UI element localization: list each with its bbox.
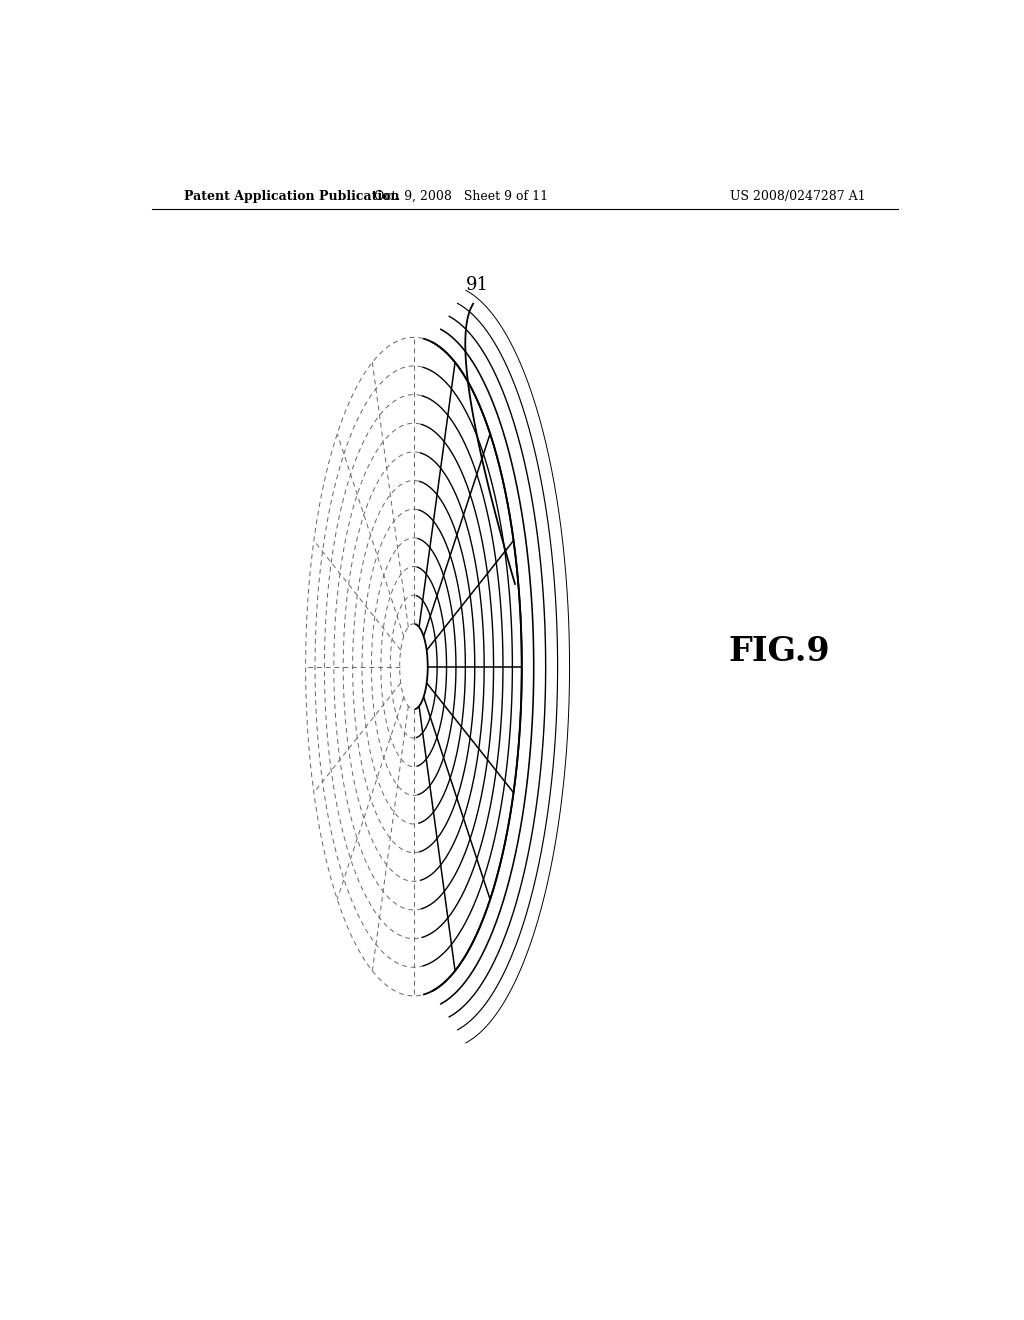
Text: 91: 91 — [466, 276, 488, 294]
Text: Patent Application Publication: Patent Application Publication — [183, 190, 399, 202]
Text: FIG.9: FIG.9 — [728, 635, 829, 668]
Text: US 2008/0247287 A1: US 2008/0247287 A1 — [730, 190, 866, 202]
Text: Oct. 9, 2008   Sheet 9 of 11: Oct. 9, 2008 Sheet 9 of 11 — [374, 190, 549, 202]
